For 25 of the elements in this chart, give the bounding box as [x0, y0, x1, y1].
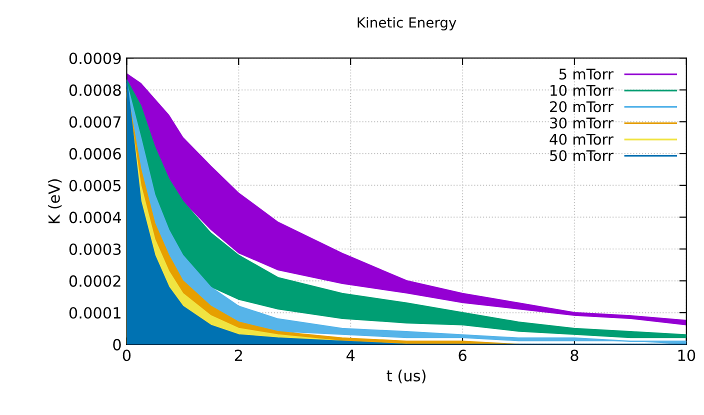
y-tick-label: 0.0008 [69, 84, 121, 96]
legend-label: 20 mTorr [550, 101, 614, 112]
legend-label: 10 mTorr [550, 84, 614, 96]
x-tick-label: 4 [346, 350, 355, 361]
x-tick-label: 0 [122, 350, 131, 362]
legend-label: 40 mTorr [550, 134, 614, 145]
y-tick-label: 0 [113, 338, 121, 350]
legend-label: 50 mTorr [550, 150, 614, 162]
y-tick-label: 0.0003 [69, 243, 121, 256]
y-tick-label: 0.0009 [69, 52, 121, 64]
y-tick-label: 0.0002 [69, 275, 120, 287]
x-axis-title: t (us) [386, 370, 426, 384]
y-axis-title: K (eV) [48, 179, 62, 224]
x-tick-label: 2 [234, 350, 242, 361]
x-tick-label: 10 [678, 350, 696, 362]
x-tick-label: 8 [570, 350, 578, 362]
y-tick-label: 0.0006 [69, 148, 121, 160]
x-tick-label: 6 [458, 350, 466, 362]
y-tick-label: 0.0001 [69, 307, 120, 319]
y-tick-label: 0.0007 [69, 116, 121, 128]
legend-label: 30 mTorr [550, 117, 614, 128]
y-tick-label: 0.0005 [69, 180, 121, 192]
legend-label: 5 mTorr [559, 68, 614, 80]
y-tick-label: 0.0004 [69, 212, 121, 224]
chart-title: Kinetic Energy [358, 16, 456, 30]
